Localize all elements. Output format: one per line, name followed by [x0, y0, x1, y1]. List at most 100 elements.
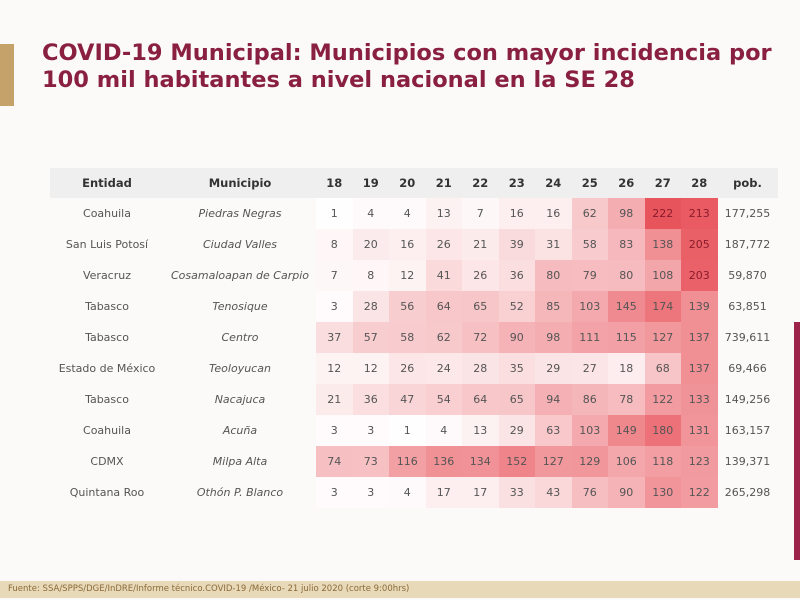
heatmap-cell: 12 — [389, 260, 426, 291]
heatmap-cell: 21 — [462, 229, 499, 260]
cell-entidad: CDMX — [90, 455, 124, 468]
header-municipio: Municipio — [164, 168, 316, 198]
heatmap-cell: 76 — [571, 477, 608, 508]
heatmap-cell: 123 — [681, 446, 718, 477]
heatmap-cell: 24 — [425, 353, 462, 384]
heatmap-cell: 90 — [608, 477, 645, 508]
header-week: 18 — [316, 168, 353, 198]
heatmap-cell: 136 — [425, 446, 462, 477]
cell-pob: 69,466 — [728, 362, 767, 375]
heatmap-cell: 94 — [535, 384, 572, 415]
heatmap-cell: 131 — [681, 415, 718, 446]
heatmap-cell: 72 — [462, 322, 499, 353]
cell-municipio: Tenosique — [212, 300, 268, 313]
heatmap-cell: 139 — [681, 291, 718, 322]
heatmap-cell: 18 — [608, 353, 645, 384]
heatmap-cell: 152 — [498, 446, 535, 477]
heatmap-cell: 16 — [389, 229, 426, 260]
cell-municipio: Othón P. Blanco — [196, 486, 284, 499]
cell-municipio: Cosamaloapan de Carpio — [170, 269, 309, 282]
heatmap-cell: 8 — [316, 229, 353, 260]
source-footer: Fuente: SSA/SPPS/DGE/InDRE/Informe técni… — [0, 581, 800, 598]
cell-pob: 265,298 — [724, 486, 771, 499]
heatmap-cell: 41 — [425, 260, 462, 291]
heatmap-cell: 52 — [498, 291, 535, 322]
heatmap-cell: 133 — [681, 384, 718, 415]
cell-entidad: Tabasco — [85, 331, 129, 344]
heatmap-cell: 3 — [352, 415, 389, 446]
heatmap-cell: 26 — [425, 229, 462, 260]
heatmap-cell: 28 — [352, 291, 389, 322]
heatmap-cell: 58 — [389, 322, 426, 353]
cell-municipio: Acuña — [222, 424, 258, 437]
heatmap-cell: 31 — [535, 229, 572, 260]
heatmap-cell: 111 — [571, 322, 608, 353]
heatmap-cell: 62 — [425, 322, 462, 353]
heatmap-cell: 8 — [352, 260, 389, 291]
heatmap-cell: 4 — [389, 477, 426, 508]
cell-entidad: Veracruz — [82, 269, 132, 282]
table-row: Tabasco Tenosique 3 28 56 64 65 52 85 103 145 174 13… — [50, 291, 778, 322]
heatmap-cell: 16 — [535, 198, 572, 229]
heatmap-cell: 203 — [681, 260, 718, 291]
heatmap-cell: 73 — [352, 446, 389, 477]
heatmap-cell: 64 — [462, 384, 499, 415]
cell-pob: 739,611 — [724, 331, 771, 344]
heatmap-cell: 4 — [389, 198, 426, 229]
table-row: CDMX Milpa Alta 74 73 116 136 134 152 127 129 106 1… — [50, 446, 778, 477]
heatmap-cell: 74 — [316, 446, 353, 477]
heatmap-cell: 12 — [352, 353, 389, 384]
header-week: 19 — [352, 168, 389, 198]
cell-municipio: Teoloyucan — [209, 362, 271, 375]
heatmap-cell: 29 — [535, 353, 572, 384]
heatmap-cell: 118 — [644, 446, 681, 477]
heatmap-cell: 205 — [681, 229, 718, 260]
heatmap-cell: 149 — [608, 415, 645, 446]
heatmap-cell: 116 — [389, 446, 426, 477]
heatmap-cell: 115 — [608, 322, 645, 353]
heatmap-cell: 127 — [644, 322, 681, 353]
cell-municipio: Nacajuca — [214, 393, 266, 406]
heatmap-cell: 26 — [462, 260, 499, 291]
heatmap-cell: 16 — [498, 198, 535, 229]
heatmap-cell: 138 — [644, 229, 681, 260]
heatmap-cell: 145 — [608, 291, 645, 322]
page-title: COVID-19 Municipal: Municipios con mayor… — [42, 40, 772, 93]
heatmap-cell: 17 — [425, 477, 462, 508]
table-row: Tabasco Nacajuca 21 36 47 54 64 65 94 86 78 122 133 1… — [50, 384, 778, 415]
gold-accent-bar — [0, 44, 14, 106]
heatmap-cell: 28 — [462, 353, 499, 384]
heatmap-cell: 90 — [498, 322, 535, 353]
cell-entidad: Tabasco — [85, 300, 129, 313]
heatmap-cell: 56 — [389, 291, 426, 322]
header-pob: pob. — [717, 168, 778, 198]
table-row: Quintana Roo Othón P. Blanco 3 3 4 17 17 33 43 76… — [50, 477, 778, 508]
heatmap-cell: 35 — [498, 353, 535, 384]
cell-municipio: Ciudad Valles — [202, 238, 278, 251]
cell-municipio: Milpa Alta — [212, 455, 268, 468]
table-row: Estado de México Teoloyucan 12 12 26 24 28 35 29… — [50, 353, 778, 384]
cell-municipio: Piedras Negras — [198, 207, 282, 220]
heatmap-cell: 63 — [535, 415, 572, 446]
heatmap-cell: 62 — [571, 198, 608, 229]
heatmap-cell: 137 — [681, 322, 718, 353]
cell-pob: 163,157 — [724, 424, 771, 437]
header-week: 23 — [498, 168, 535, 198]
header-week: 26 — [608, 168, 645, 198]
heatmap-cell: 106 — [608, 446, 645, 477]
heatmap-cell: 39 — [498, 229, 535, 260]
heatmap-cell: 1 — [389, 415, 426, 446]
heatmap-cell: 3 — [352, 477, 389, 508]
heatmap-cell: 47 — [389, 384, 426, 415]
heatmap-cell: 7 — [316, 260, 353, 291]
heatmap-cell: 1 — [316, 198, 353, 229]
heatmap-cell: 213 — [681, 198, 718, 229]
heatmap-cell: 13 — [425, 198, 462, 229]
heatmap-cell: 174 — [644, 291, 681, 322]
heatmap-cell: 4 — [425, 415, 462, 446]
heatmap-cell: 85 — [535, 291, 572, 322]
cell-pob: 59,870 — [728, 269, 767, 282]
heatmap-cell: 54 — [425, 384, 462, 415]
cell-pob: 149,256 — [724, 393, 771, 406]
heatmap-cell: 65 — [462, 291, 499, 322]
